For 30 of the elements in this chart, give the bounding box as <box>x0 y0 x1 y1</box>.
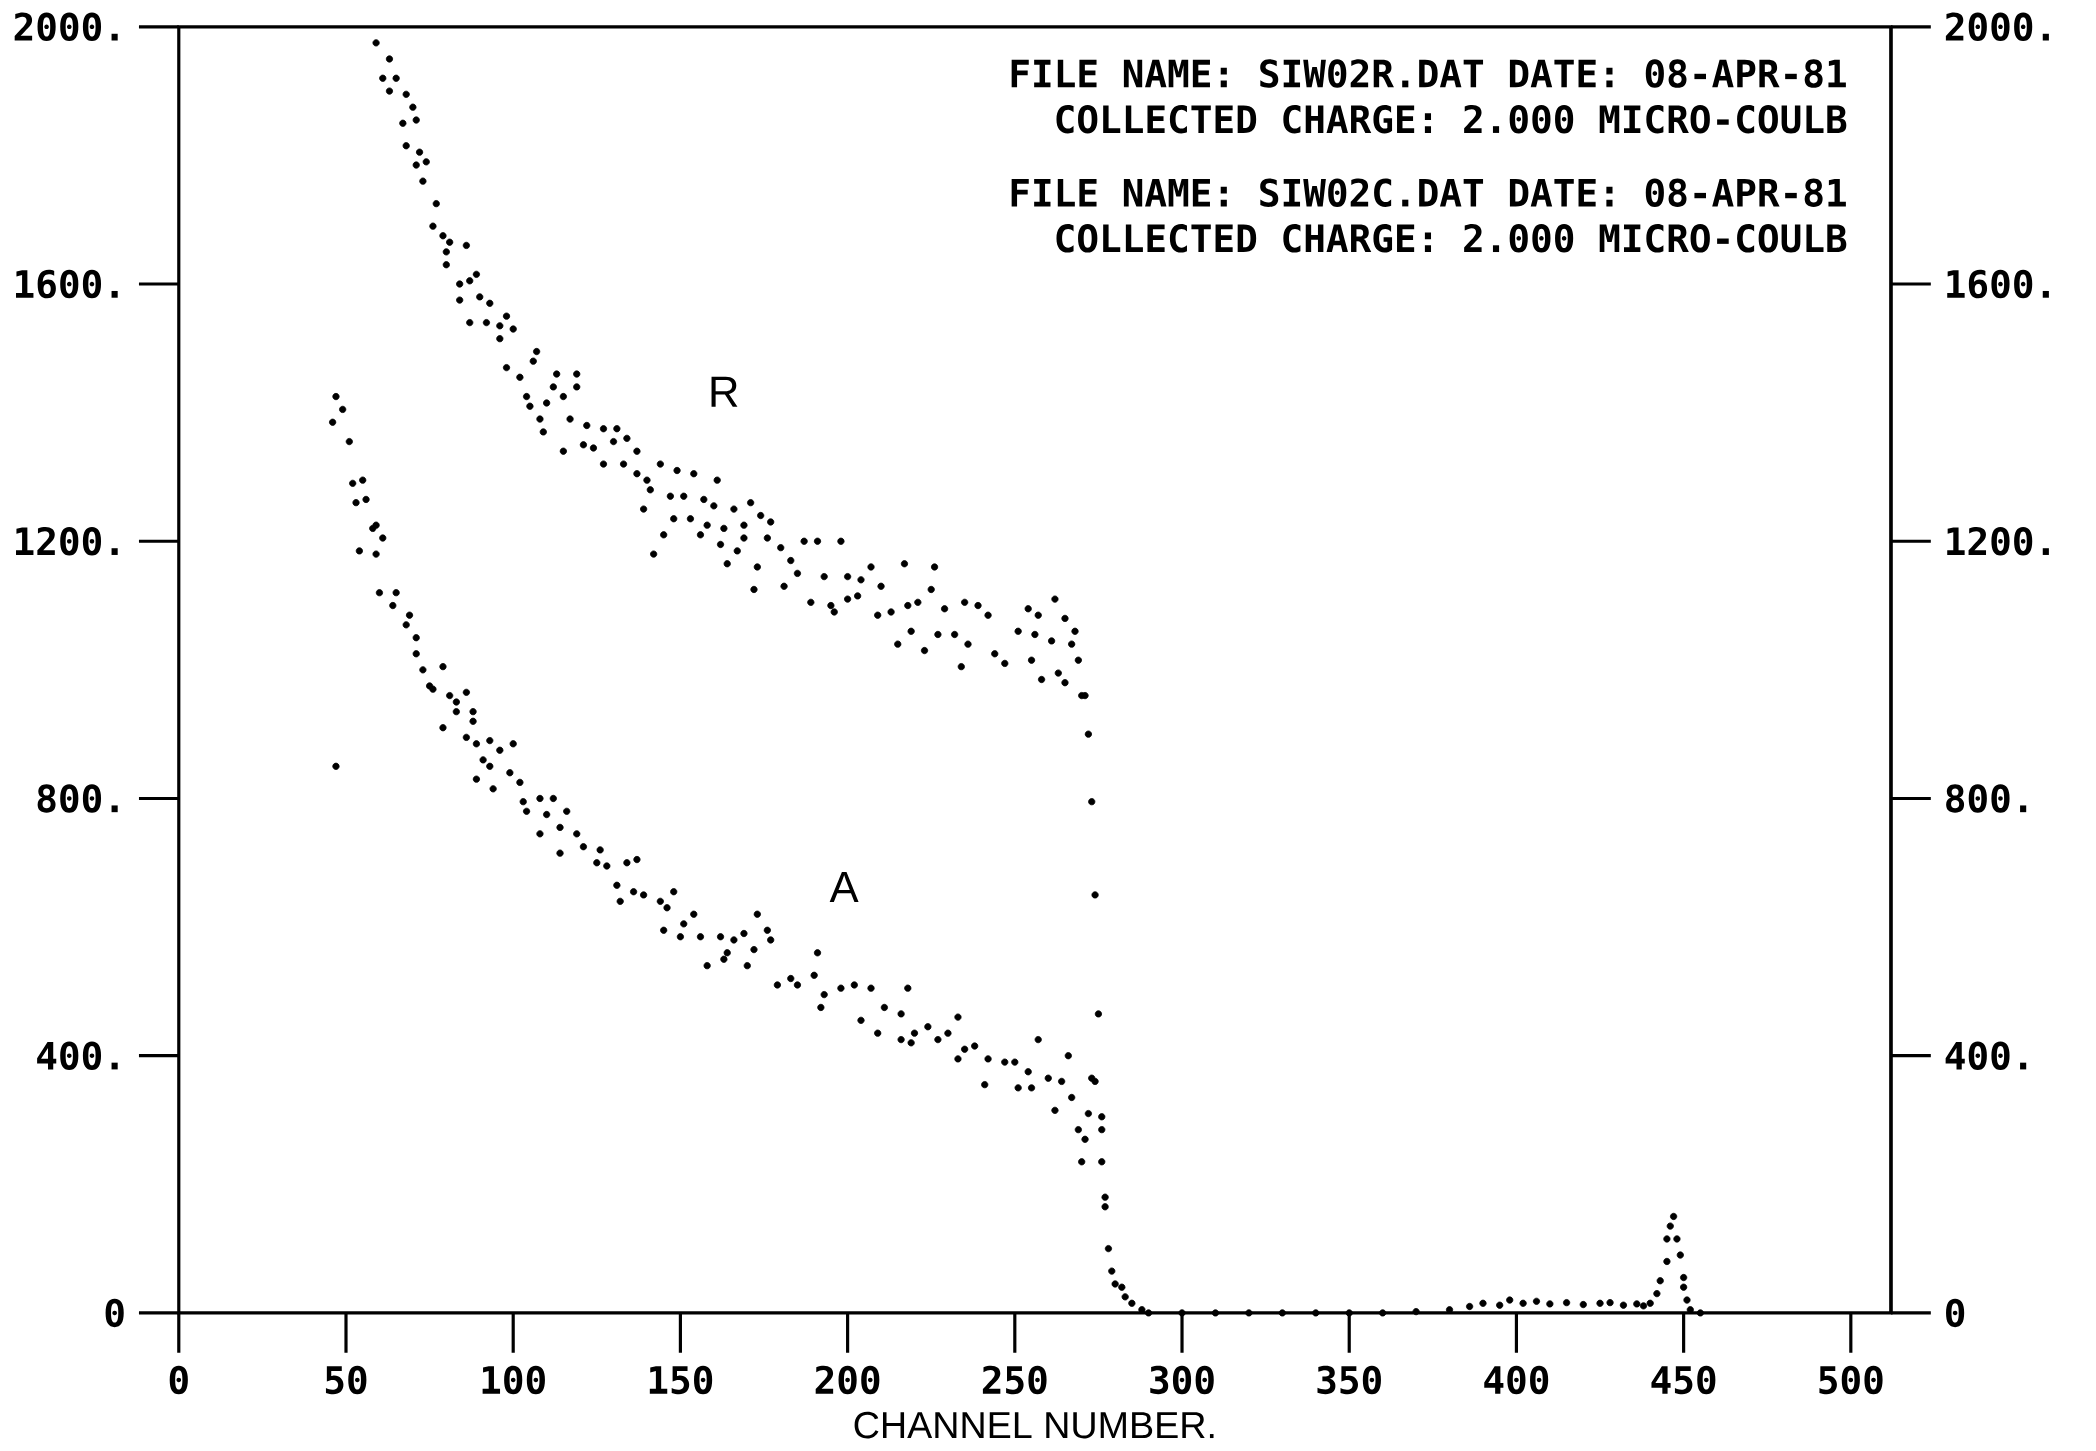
annotation: FILE NAME: SIW02R.DAT DATE: 08-APR-81 <box>1011 59 1846 88</box>
y2-tick-label: 2000. <box>1945 12 2049 42</box>
x-tick-label: 150 <box>649 1365 713 1395</box>
y2-tick-label: 400. <box>1945 1041 2027 1070</box>
y2-tick-label: 0 <box>1946 1298 1965 1328</box>
x-tick-label: 300 <box>1150 1365 1214 1395</box>
annotation: COLLECTED CHARGE: 2.000 MICRO-COULB <box>1056 224 1847 253</box>
series-label: R <box>711 376 738 407</box>
y-tick-label: 2000. <box>14 12 118 42</box>
x-tick-label: 450 <box>1651 1365 1716 1395</box>
annotation: FILE NAME: SIW02C.DAT DATE: 08-APR-81 <box>1011 178 1846 207</box>
y-tick-label: 400. <box>37 1041 118 1070</box>
x-tick-label: 0 <box>169 1365 188 1395</box>
y-tick-label: 1600. <box>16 269 118 299</box>
x-tick-label: 50 <box>325 1365 367 1395</box>
y-tick-label: 0 <box>105 1298 124 1328</box>
y2-tick-label: 1600. <box>1947 269 2049 299</box>
x-tick-label: 100 <box>482 1365 545 1395</box>
x-tick-label: 200 <box>815 1365 880 1395</box>
series-label: A <box>829 871 859 902</box>
annotation: COLLECTED CHARGE: 2.000 MICRO-COULB <box>1056 104 1847 134</box>
x-tick-label: 350 <box>1317 1365 1381 1395</box>
x-axis-title: CHANNEL NUMBER. <box>854 1411 1214 1439</box>
y2-tick-label: 1200. <box>1947 526 2049 556</box>
x-tick-label: 500 <box>1819 1365 1883 1395</box>
y-tick-label: 800. <box>37 784 118 813</box>
y-tick-label: 1200. <box>16 526 118 556</box>
y2-tick-label: 800. <box>1946 784 2027 813</box>
x-tick-label: 400 <box>1484 1365 1549 1395</box>
x-tick-label: 250 <box>982 1365 1047 1395</box>
